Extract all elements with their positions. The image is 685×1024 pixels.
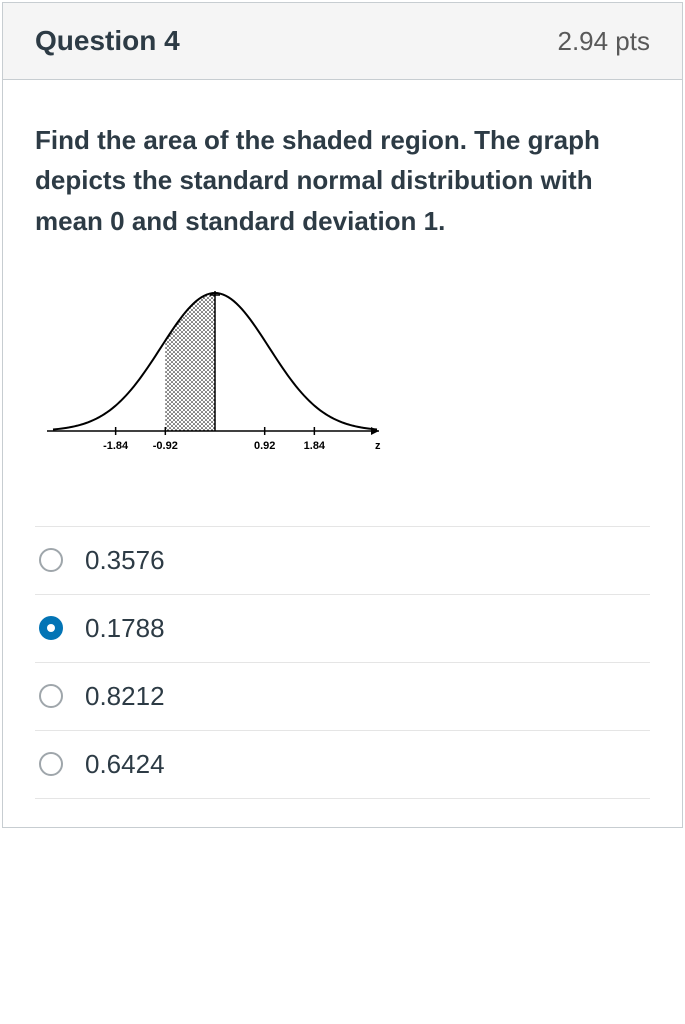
- answer-label: 0.1788: [85, 613, 165, 644]
- question-prompt: Find the area of the shaded region. The …: [35, 120, 650, 241]
- answer-option[interactable]: 0.8212: [35, 662, 650, 730]
- svg-text:z: z: [375, 440, 381, 452]
- radio-icon[interactable]: [39, 548, 63, 572]
- question-points: 2.94 pts: [557, 26, 650, 57]
- answer-option[interactable]: 0.6424: [35, 730, 650, 799]
- radio-icon[interactable]: [39, 684, 63, 708]
- svg-text:1.84: 1.84: [304, 440, 326, 452]
- graph-svg: -1.84 -0.92 0.92 1.84 z: [35, 285, 395, 465]
- answer-option[interactable]: 0.1788: [35, 594, 650, 662]
- radio-icon[interactable]: [39, 752, 63, 776]
- question-body: Find the area of the shaded region. The …: [3, 80, 682, 827]
- answer-option[interactable]: 0.3576: [35, 526, 650, 594]
- question-header: Question 4 2.94 pts: [3, 3, 682, 80]
- answer-label: 0.6424: [85, 749, 165, 780]
- answer-list: 0.3576 0.1788 0.8212 0.6424: [35, 526, 650, 799]
- normal-distribution-graph: -1.84 -0.92 0.92 1.84 z: [35, 285, 650, 470]
- answer-label: 0.3576: [85, 545, 165, 576]
- question-title: Question 4: [35, 25, 180, 57]
- svg-text:-1.84: -1.84: [103, 440, 129, 452]
- radio-icon[interactable]: [39, 616, 63, 640]
- svg-text:-0.92: -0.92: [153, 440, 178, 452]
- svg-text:0.92: 0.92: [254, 440, 275, 452]
- question-card: Question 4 2.94 pts Find the area of the…: [2, 2, 683, 828]
- answer-label: 0.8212: [85, 681, 165, 712]
